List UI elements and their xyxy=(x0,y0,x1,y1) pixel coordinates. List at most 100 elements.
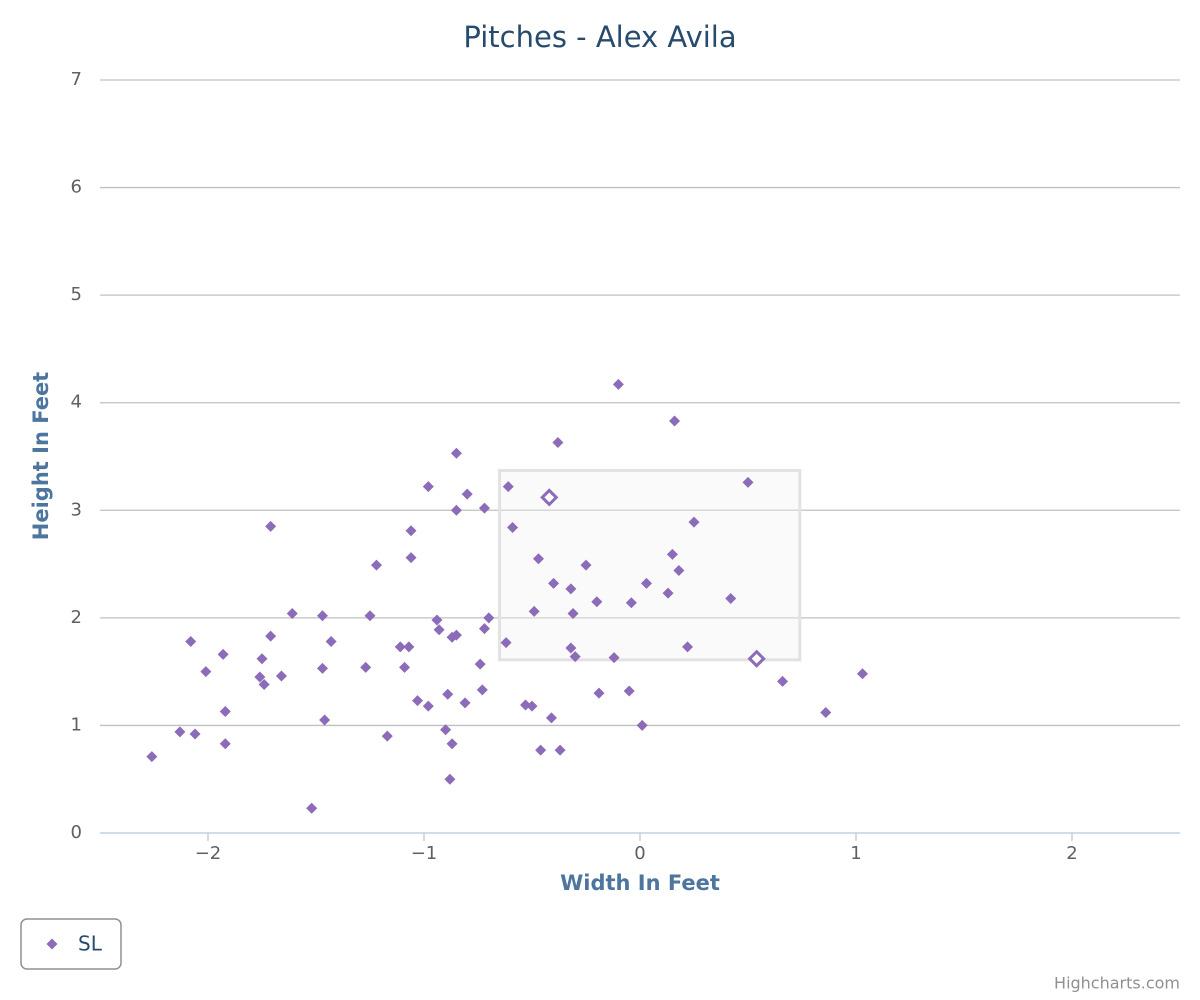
point xyxy=(662,587,674,599)
legend-box xyxy=(20,918,122,970)
highlight-point xyxy=(540,488,559,507)
legend-label: SL xyxy=(78,932,103,956)
point xyxy=(189,728,201,740)
y-tick-label: 1 xyxy=(71,714,82,735)
point xyxy=(612,378,624,390)
y-tick-label: 2 xyxy=(71,607,82,628)
point xyxy=(364,610,376,622)
point xyxy=(532,553,544,565)
point xyxy=(820,707,832,719)
point xyxy=(528,605,540,617)
y-axis-title: Height In Feet xyxy=(29,372,53,540)
point xyxy=(431,614,443,626)
point xyxy=(623,685,635,697)
point xyxy=(565,583,577,595)
point xyxy=(433,624,445,636)
point xyxy=(412,695,424,707)
y-tick-label: 6 xyxy=(71,177,82,198)
point xyxy=(507,521,519,533)
point xyxy=(217,648,229,660)
point xyxy=(258,679,270,691)
point xyxy=(316,662,328,674)
point xyxy=(403,641,415,653)
point xyxy=(265,520,277,532)
point xyxy=(569,651,581,663)
point xyxy=(446,631,458,643)
point xyxy=(442,688,454,700)
point xyxy=(254,671,266,683)
legend-marker xyxy=(46,938,58,950)
point xyxy=(669,415,681,427)
point xyxy=(405,552,417,564)
point xyxy=(446,738,458,750)
point xyxy=(444,773,456,785)
point xyxy=(666,548,678,560)
point xyxy=(636,719,648,731)
point xyxy=(459,697,471,709)
point xyxy=(422,700,434,712)
point xyxy=(219,705,231,717)
point xyxy=(360,661,372,673)
y-tick-label: 4 xyxy=(71,392,82,413)
point xyxy=(146,751,158,763)
point xyxy=(567,608,579,620)
point xyxy=(394,641,406,653)
point xyxy=(552,437,564,449)
point xyxy=(399,661,411,673)
point xyxy=(474,658,486,670)
point xyxy=(502,481,514,493)
point xyxy=(405,525,417,537)
point xyxy=(461,488,473,500)
point xyxy=(483,612,495,624)
point xyxy=(565,642,577,654)
point xyxy=(275,670,287,682)
point xyxy=(742,476,754,488)
x-tick-label: −1 xyxy=(411,843,438,864)
point xyxy=(476,684,488,696)
point xyxy=(286,608,298,620)
point xyxy=(688,516,700,528)
point xyxy=(256,653,268,665)
point xyxy=(316,610,328,622)
point xyxy=(450,447,462,459)
point xyxy=(306,802,318,814)
point xyxy=(554,744,566,756)
point xyxy=(593,687,605,699)
y-tick-label: 5 xyxy=(71,284,82,305)
point xyxy=(640,577,652,589)
y-tick-label: 0 xyxy=(71,822,82,843)
point xyxy=(545,712,557,724)
point xyxy=(478,623,490,635)
x-tick-label: 2 xyxy=(1066,843,1077,864)
point xyxy=(580,559,592,571)
point xyxy=(450,504,462,516)
point xyxy=(625,597,637,609)
point xyxy=(174,726,186,738)
point xyxy=(265,630,277,642)
point xyxy=(319,714,331,726)
point xyxy=(682,641,694,653)
y-tick-label: 7 xyxy=(71,69,82,90)
point xyxy=(725,592,737,604)
point xyxy=(185,636,197,648)
highlight-point xyxy=(747,649,766,668)
point xyxy=(500,637,512,649)
point xyxy=(219,738,231,750)
point xyxy=(535,744,547,756)
y-tick-label: 3 xyxy=(71,499,82,520)
point xyxy=(370,559,382,571)
point xyxy=(422,481,434,493)
x-tick-label: 1 xyxy=(850,843,861,864)
point xyxy=(608,652,620,664)
chart-title: Pitches - Alex Avila xyxy=(463,20,736,54)
point xyxy=(526,700,538,712)
point xyxy=(673,565,685,577)
point xyxy=(440,724,452,736)
point xyxy=(325,636,337,648)
point xyxy=(381,730,393,742)
point xyxy=(591,596,603,608)
point xyxy=(856,668,868,680)
credits: Highcharts.com xyxy=(1054,974,1180,993)
x-tick-label: 0 xyxy=(634,843,645,864)
